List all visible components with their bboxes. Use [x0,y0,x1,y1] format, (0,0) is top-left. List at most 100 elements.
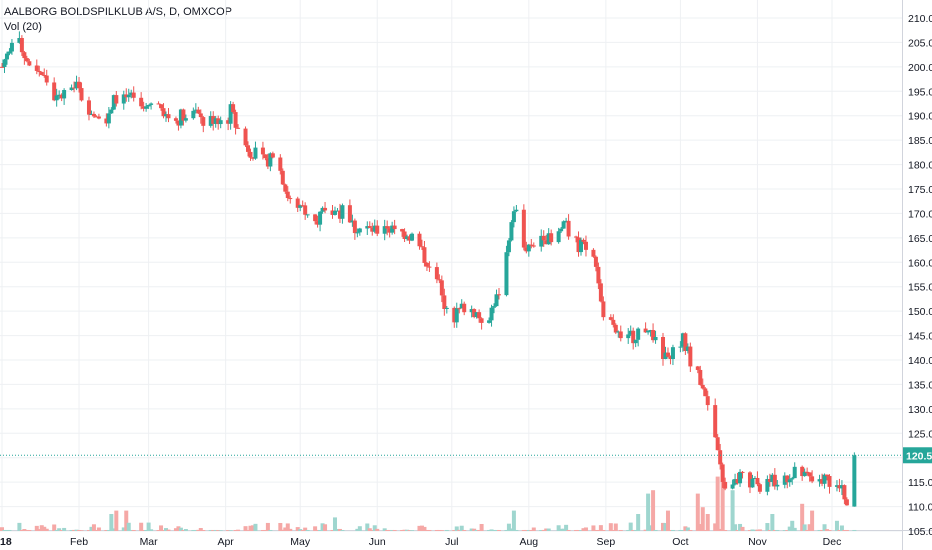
volume-bar [337,528,342,531]
candle-body [355,232,360,234]
candle-body [39,72,44,75]
volume-bar [683,526,688,531]
volume-bar [770,514,775,531]
volume-bar [263,529,268,531]
candle-body [511,211,516,223]
candle-body [372,225,377,232]
volume-bar [111,528,116,531]
candle-body [775,484,780,487]
candle-body [559,228,564,232]
volume-bar [531,527,536,531]
volume-bar [487,529,492,531]
volume-bar [335,528,340,531]
candle-body [183,118,188,121]
candle-body [755,477,760,485]
volume-bar [139,522,144,531]
candle-body [787,479,792,483]
candle-body [265,158,270,167]
volume-bar [715,476,720,531]
volume-bar [718,528,723,531]
candle-body [713,405,718,438]
volume-bar [300,529,305,531]
volume-bar [703,529,708,531]
candle-body [670,347,675,360]
candle-body [454,308,459,323]
candle-body [268,153,273,167]
volume-bar [355,528,360,531]
volume-bar [156,529,161,531]
candle-body [146,104,151,107]
candle-body [782,475,787,485]
volume-bar [228,530,233,531]
candle-body [320,207,325,212]
candle-body [472,309,477,318]
candle-body [822,474,827,484]
volume-bar [474,529,479,531]
candle-body [270,153,275,158]
y-tick-label: 110.0 [908,502,932,514]
candle-body [723,481,728,489]
candle-body [139,97,144,107]
volume-bar [509,528,514,531]
candle-body [457,308,462,310]
candle-body [2,59,7,68]
candle-body [544,240,549,245]
volume-bar [492,529,497,531]
volume-bar [439,530,444,531]
candle-body [608,317,613,320]
volume-bar [183,529,188,531]
volume-bar [176,526,181,531]
volume-bar [246,530,251,531]
volume-bar [521,529,526,531]
volume-bar [561,528,566,531]
volume-bar [340,529,345,531]
volume-bar [837,529,842,531]
candle-body [126,94,131,98]
candle-body [161,108,166,117]
volume-bar [278,522,283,531]
candle-body [313,214,318,222]
candle-body [54,95,59,101]
candle-body [62,90,67,99]
volume-bar [839,525,844,531]
volume-bar [216,529,221,531]
volume-bar [556,525,561,531]
volume-bar [723,529,728,531]
volume-bar [323,524,328,531]
volume-bar [822,524,827,531]
candle-body [800,466,805,477]
volume-bar [382,528,387,531]
candle-body [0,66,4,68]
volume-bar [469,528,474,531]
volume-bar [250,525,255,531]
candle-body [459,303,464,309]
candle-body [283,184,288,192]
volume-bar [775,529,780,531]
volume-bar [24,529,29,531]
volume-bar [94,529,99,531]
volume-bar [817,529,822,531]
candle-body [427,266,432,268]
volume-bar [700,507,705,531]
candle-body [770,474,775,482]
candle-body [9,42,14,52]
candle-body [131,92,136,98]
volume-bar [598,525,603,531]
candle-body [735,479,740,484]
candle-body [7,51,12,54]
candle-body [370,227,375,232]
candle-body [487,320,492,323]
candle-body [494,294,499,307]
volume-bar [17,522,22,531]
candle-body [740,471,745,473]
candle-body [434,267,439,280]
candle-body [556,231,561,243]
candle-body [698,369,703,385]
candle-body [236,127,241,129]
volume-bar [59,529,64,531]
candle-body [613,324,618,333]
volume-bar [740,526,745,531]
x-tick-label: Nov [748,536,767,548]
candle-body [141,106,146,109]
